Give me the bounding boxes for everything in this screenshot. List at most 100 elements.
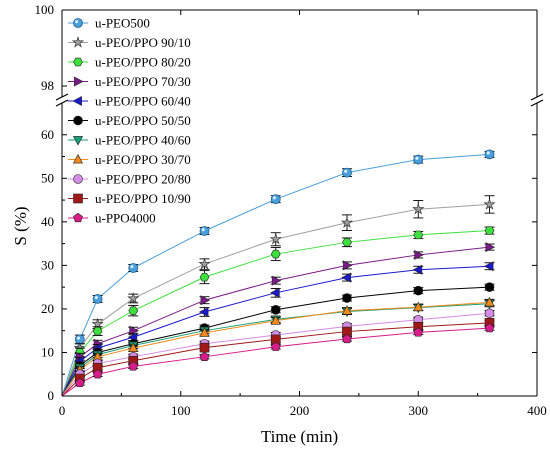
legend-item: u-PEO/PPO 70/30 xyxy=(68,74,191,89)
data-point xyxy=(270,315,281,325)
data-point xyxy=(484,282,495,292)
data-point xyxy=(412,202,425,215)
legend-marker-highlight xyxy=(75,20,79,24)
data-point xyxy=(484,226,495,235)
legend-item: u-PEO/PPO 40/60 xyxy=(68,133,191,148)
data-point xyxy=(199,351,210,361)
data-point xyxy=(342,293,352,303)
data-point xyxy=(413,154,424,165)
data-point xyxy=(128,361,139,371)
legend-item: u-PEO/PPO 30/70 xyxy=(68,152,191,167)
data-point-highlight xyxy=(344,169,348,173)
series-10 xyxy=(61,318,495,397)
series-3 xyxy=(61,226,495,397)
data-point xyxy=(92,294,103,304)
data-point xyxy=(484,322,495,333)
x-tick-label: 400 xyxy=(527,403,547,418)
data-point xyxy=(484,149,495,160)
data-point xyxy=(341,272,351,283)
y-tick-label: 10 xyxy=(41,344,54,359)
data-point xyxy=(128,263,139,273)
data-point xyxy=(270,341,281,351)
legend-item: u-PEO/PPO 60/40 xyxy=(68,94,191,109)
data-point-highlight xyxy=(272,196,276,200)
data-point xyxy=(412,264,423,275)
legend-marker xyxy=(74,76,84,87)
data-point xyxy=(483,261,494,272)
series-11 xyxy=(61,322,495,397)
data-point xyxy=(127,292,140,304)
legend-marker xyxy=(73,193,83,204)
data-point-highlight xyxy=(94,295,98,300)
series-line xyxy=(61,312,490,397)
series-1 xyxy=(61,149,495,397)
data-point xyxy=(270,194,281,205)
legend-label: u-PEO/PPO 20/80 xyxy=(95,172,191,187)
data-point xyxy=(413,301,424,312)
axes: 0 100 200 300 400 0 10 20 30 40 50 60 98 100 xyxy=(35,2,547,418)
axis-break-mark-left xyxy=(55,93,69,101)
legend-marker xyxy=(73,115,83,126)
data-point xyxy=(342,333,352,344)
legend-item: u-PEO/PPO 20/80 xyxy=(68,172,191,187)
data-point xyxy=(128,306,139,315)
data-point xyxy=(343,260,353,271)
data-point xyxy=(413,327,424,337)
data-point xyxy=(483,198,496,210)
y-tick-label: 40 xyxy=(41,214,54,229)
legend: u-PEO500 u-PEO/PPO 90/10 u-PEO/PPO 80/20 u-… xyxy=(68,16,191,226)
legend-label: u-PEO/PPO 40/60 xyxy=(95,133,191,148)
legend-item: u-PEO/PPO 80/20 xyxy=(68,55,191,70)
y-tick-label: 50 xyxy=(41,170,54,185)
axis-break-mark-right xyxy=(530,93,544,101)
legend-item: u-PPO4000 xyxy=(68,211,156,226)
legend-label: u-PEO/PPO 80/20 xyxy=(95,55,191,70)
legend-label: u-PEO/PPO 30/70 xyxy=(95,152,191,167)
data-point xyxy=(200,295,211,306)
data-point xyxy=(342,238,352,247)
legend-label: u-PEO/PPO 70/30 xyxy=(95,74,191,89)
x-tick-label: 300 xyxy=(409,403,429,418)
y-tick-label-upper: 100 xyxy=(35,2,55,17)
data-point xyxy=(413,230,424,240)
data-point xyxy=(92,369,103,379)
x-tick-label: 100 xyxy=(171,403,191,418)
legend-marker xyxy=(72,96,82,106)
legend-marker xyxy=(73,212,83,223)
legend-label: u-PPO4000 xyxy=(95,211,156,226)
data-point xyxy=(342,167,352,178)
data-point-highlight xyxy=(130,265,134,269)
y-tick-label: 60 xyxy=(41,127,54,142)
data-point xyxy=(271,275,282,286)
y-axis-title: S (%) xyxy=(11,206,30,245)
legend-item: u-PEO/PPO 90/10 xyxy=(68,35,191,50)
data-point-highlight xyxy=(415,156,419,160)
data-point xyxy=(198,257,211,270)
legend-marker xyxy=(73,57,83,67)
data-point xyxy=(270,304,281,315)
data-point xyxy=(74,377,85,388)
data-point xyxy=(342,305,352,315)
y-tick-label-upper: 98 xyxy=(41,78,54,93)
legend-label: u-PEO/PPO 10/90 xyxy=(95,191,191,206)
data-point xyxy=(340,216,354,228)
legend-marker xyxy=(73,136,83,146)
legend-label: u-PEO/PPO 50/50 xyxy=(95,113,191,128)
legend-item: u-PEO500 xyxy=(68,16,150,31)
data-point xyxy=(91,317,104,330)
legend-item: u-PEO/PPO 50/50 xyxy=(68,113,191,128)
x-axis-title: Time (min) xyxy=(261,427,338,446)
legend-marker xyxy=(71,36,85,48)
y-tick-label: 20 xyxy=(41,301,54,316)
legend-marker xyxy=(73,174,83,184)
legend-label: u-PEO/PPO 90/10 xyxy=(95,35,191,50)
data-point xyxy=(484,296,495,307)
data-point xyxy=(199,272,210,282)
series-2 xyxy=(61,195,496,397)
data-point xyxy=(270,287,280,298)
x-tick-label: 0 xyxy=(59,403,66,418)
legend-marker xyxy=(73,18,83,28)
legend-marker xyxy=(73,153,83,164)
legend-item: u-PEO/PPO 10/90 xyxy=(68,191,191,206)
